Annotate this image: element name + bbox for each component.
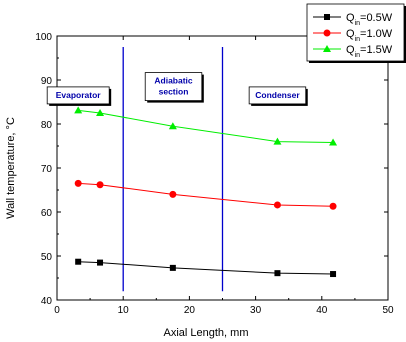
series-line: [78, 109, 334, 143]
x-tick-label: 0: [54, 305, 60, 316]
section-label-text: section: [159, 87, 189, 97]
legend-marker: [324, 14, 330, 20]
data-point: [169, 264, 176, 271]
data-point: [273, 137, 282, 145]
legend-entry: Qin=1.0W: [313, 28, 393, 43]
legend-marker: [323, 45, 331, 52]
series-1: [74, 179, 337, 210]
legend-label: Qin=0.5W: [346, 12, 393, 27]
data-point: [74, 106, 83, 114]
section-dividers: [122, 47, 224, 292]
data-point: [330, 271, 337, 278]
series-line: [78, 261, 334, 275]
x-tick-label: 40: [316, 305, 328, 316]
y-tick-label: 70: [41, 164, 53, 175]
legend-entry: Qin=0.5W: [313, 12, 393, 27]
section-label: Condenser: [248, 86, 308, 106]
data-point: [169, 190, 177, 198]
x-tick-label: 50: [382, 305, 394, 316]
data-point: [168, 122, 177, 130]
legend-marker: [323, 29, 331, 37]
section-label-box: [46, 86, 110, 105]
x-tick-label: 30: [250, 305, 262, 316]
section-label-text: Condenser: [255, 90, 300, 100]
y-tick-label: 50: [41, 252, 53, 263]
y-tick-label: 100: [35, 32, 52, 43]
y-axis-label: Wall temperature, °C: [5, 117, 17, 219]
section-label-box: [144, 72, 203, 101]
data-point: [74, 179, 82, 187]
legend-label: Qin=1.0W: [346, 28, 393, 43]
y-tick-label: 80: [41, 120, 53, 131]
series-layer: [74, 106, 338, 278]
section-label-box: [248, 86, 307, 105]
x-axis-label: Axial Length, mm: [164, 327, 249, 339]
data-point: [329, 202, 337, 210]
series-2: [74, 106, 338, 146]
data-point: [274, 270, 281, 277]
legend-label: Qin=1.5W: [346, 44, 393, 59]
data-point: [273, 201, 281, 209]
series-0: [75, 258, 337, 278]
axis-ticks: 0 10 20 30 40 50 40 50 60 70 80 90 100: [35, 32, 394, 316]
section-label-text: Evaporator: [56, 90, 102, 100]
y-tick-label: 40: [41, 296, 53, 307]
y-tick-label: 60: [41, 208, 53, 219]
data-point: [329, 138, 338, 146]
section-label-text: Adiabatic: [154, 76, 193, 86]
legend-entry: Qin=1.5W: [313, 44, 393, 59]
series-line: [78, 182, 334, 207]
y-tick-label: 90: [41, 76, 53, 87]
data-point: [96, 181, 104, 189]
data-point: [97, 259, 104, 266]
data-point: [75, 258, 82, 265]
section-label: Evaporator: [46, 86, 112, 106]
x-tick-label: 20: [184, 305, 196, 316]
data-point: [96, 109, 105, 116]
x-tick-label: 10: [118, 305, 130, 316]
